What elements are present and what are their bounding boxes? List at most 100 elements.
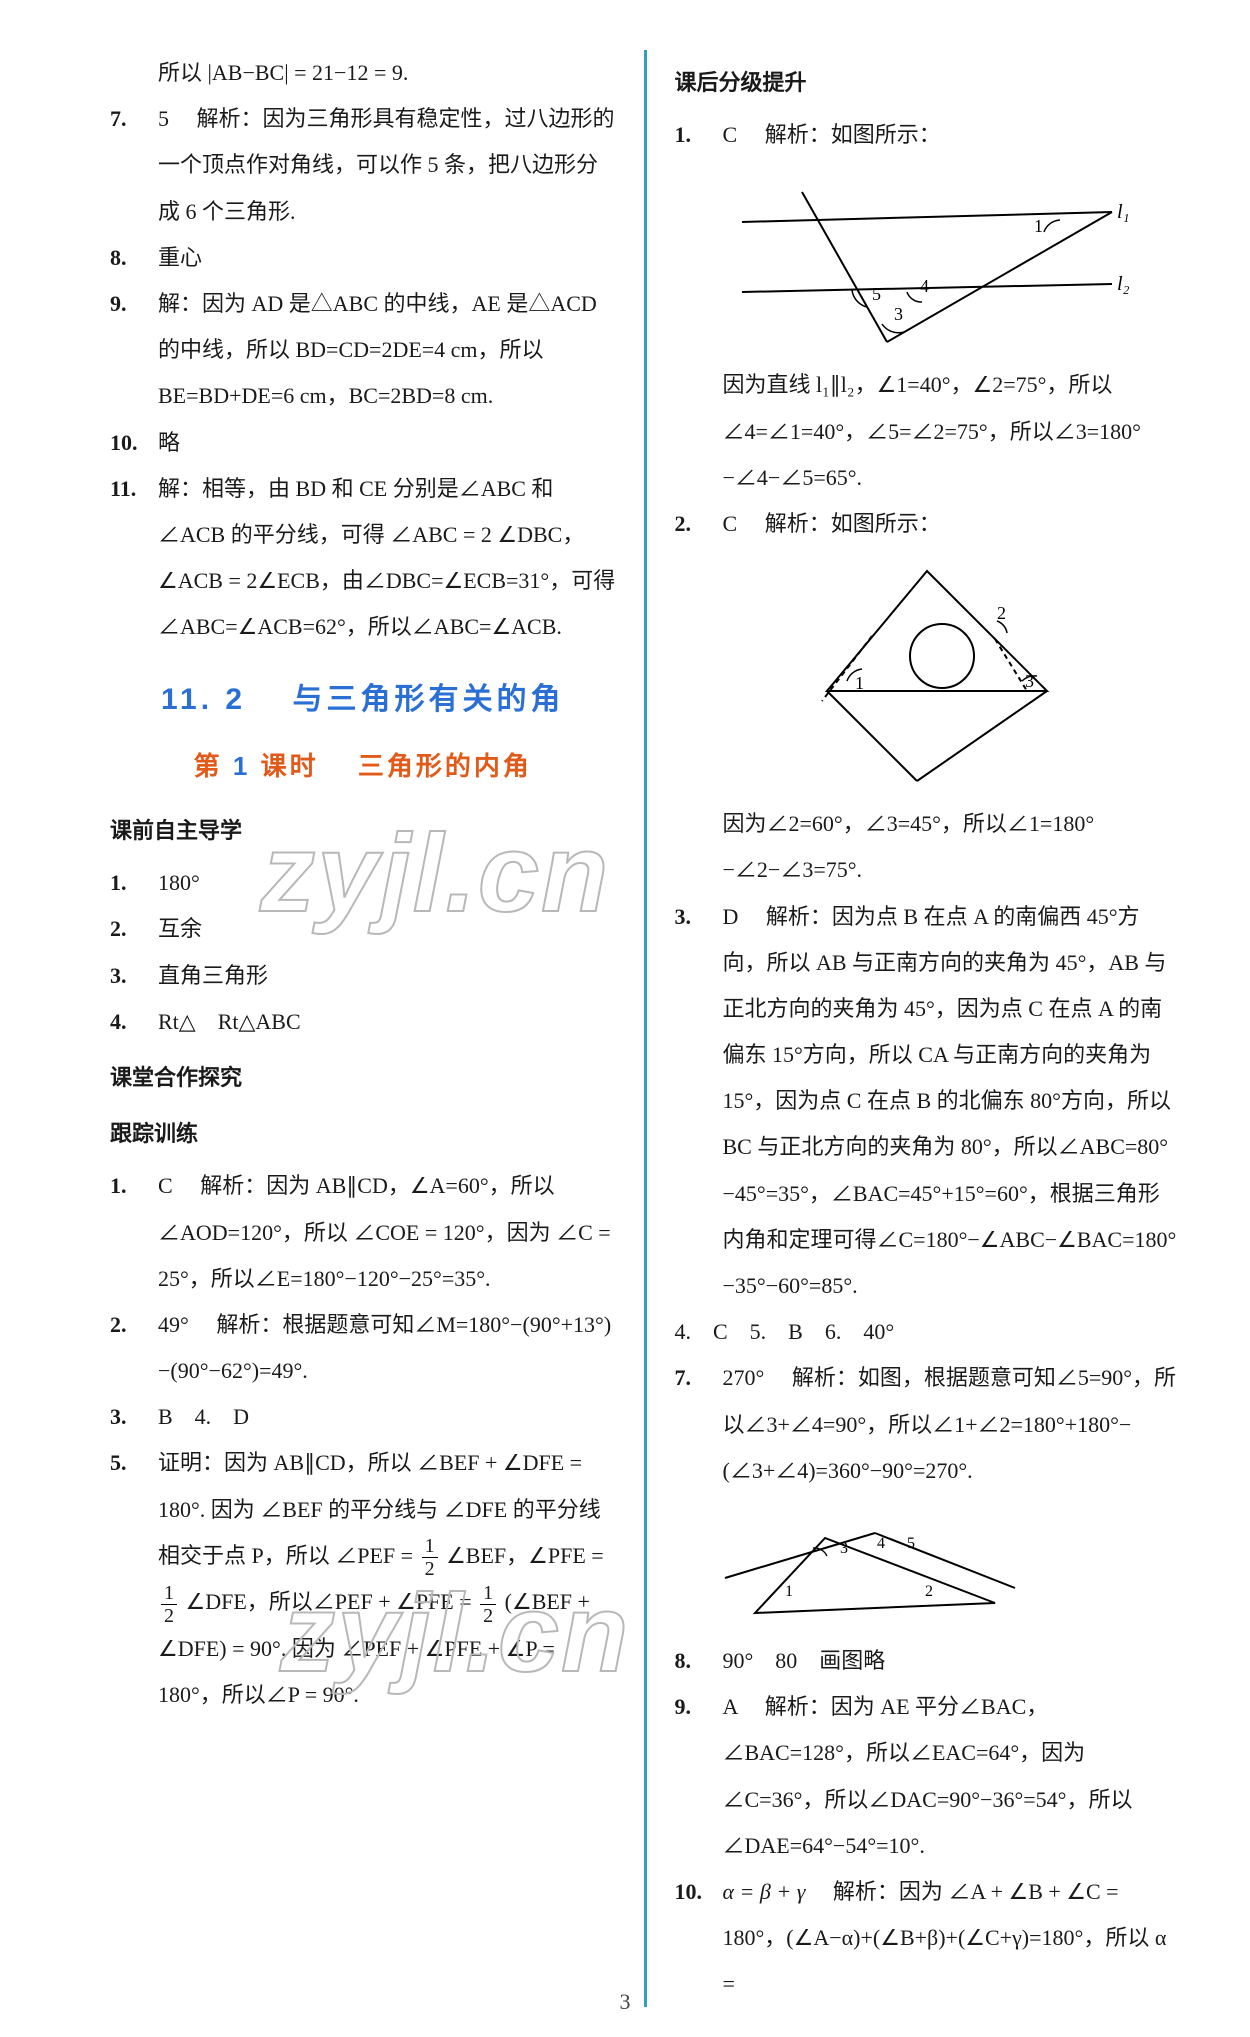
fig1-angle-4: 4 — [920, 276, 929, 296]
after-2-answer: C — [723, 511, 738, 536]
track-2-answer: 49° — [158, 1312, 189, 1337]
item-11-text: 解：相等，由 BD 和 CE 分别是∠ABC 和∠ACB 的平分线，可得 ∠AB… — [158, 466, 616, 651]
heading-classroom: 课堂合作探究 — [110, 1055, 616, 1101]
fig1-label-l1: l₁ — [1117, 201, 1130, 223]
after-7-body: 解析：如图，根据题意可知∠5=90°，所以∠3+∠4=90°，所以∠1+∠2=1… — [723, 1365, 1177, 1482]
track-2-number: 2. — [110, 1302, 158, 1394]
track-2-body: 解析：根据题意可知∠M=180°−(90°+13°)−(90°−62°)=49°… — [158, 1312, 611, 1383]
after-7-number: 7. — [675, 1355, 723, 1494]
heading-prestudy: 课前自主导学 — [110, 808, 616, 854]
after-9-answer: A — [723, 1694, 738, 1719]
after-8-text: 90° 80 画图略 — [723, 1638, 1181, 1684]
section-title: 11. 2 与三角形有关的角 — [110, 668, 616, 731]
fig3-a3: 3 — [840, 1540, 848, 1557]
section-title-num: 11. 2 — [161, 683, 246, 716]
fig3-a1: 1 — [785, 1583, 793, 1600]
track-1: 1. C 解析：因为 AB∥CD，∠A=60°，所以∠AOD=120°，所以 ∠… — [110, 1163, 616, 1302]
after-2-explain: 因为∠2=60°，∠3=45°，所以∠1=180°−∠2−∠3=75°. — [675, 801, 1181, 893]
item-11-number: 11. — [110, 466, 158, 651]
after-1-answer: C — [723, 122, 738, 147]
page: zyjl.cn zyjl.cn 所以 |AB−BC| = 21−12 = 9. … — [0, 0, 1250, 2037]
track-1-number: 1. — [110, 1163, 158, 1302]
track-3-4: 3. B 4. D — [110, 1394, 616, 1440]
section-title-text: 与三角形有关的角 — [292, 683, 564, 716]
item-8: 8. 重心 — [110, 235, 616, 281]
pre-1: 1. 180° — [110, 860, 616, 906]
item-8-text: 重心 — [158, 235, 616, 281]
page-number: 3 — [0, 1989, 1250, 2015]
fig2-angle-1: 1 — [855, 673, 864, 693]
lesson-prefix: 第 — [194, 751, 223, 781]
lesson-mid: 课时 — [261, 751, 319, 781]
figure-3: 1 2 3 4 5 — [715, 1508, 1025, 1628]
lesson-number: 1 — [233, 751, 250, 781]
after-1-body: 解析：如图所示： — [765, 122, 941, 147]
after-3: 3. D 解析：因为点 B 在点 A 的南偏西 45°方向，所以 AB 与正南方… — [675, 894, 1181, 1310]
fig1-angle-1: 1 — [1034, 216, 1043, 236]
track-3-number: 3. — [110, 1394, 158, 1440]
after-3-body: 解析：因为点 B 在点 A 的南偏西 45°方向，所以 AB 与正南方向的夹角为… — [723, 904, 1177, 1299]
track-1-answer: C — [158, 1173, 173, 1198]
frac-half-3: 12 — [480, 1583, 496, 1626]
item-11-body: 相等，由 BD 和 CE 分别是∠ABC 和∠ACB 的平分线，可得 ∠ABC … — [158, 476, 615, 640]
after-9: 9. A 解析：因为 AE 平分∠BAC，∠BAC=128°，所以∠EAC=64… — [675, 1684, 1181, 1869]
pre-3-text: 直角三角形 — [158, 953, 616, 999]
after-7-answer: 270° — [723, 1365, 765, 1390]
lesson-title: 三角形的内角 — [358, 751, 532, 781]
item-10-text: 略 — [158, 420, 616, 466]
after-8: 8. 90° 80 画图略 — [675, 1638, 1181, 1684]
pre-4-text: Rt△ Rt△ABC — [158, 999, 616, 1045]
fig1-angle-3: 3 — [894, 304, 903, 324]
after-2-text: C 解析：如图所示： — [723, 501, 1181, 547]
track-5-l3: ∠DFE，所以∠PEF + ∠PFE = — [186, 1589, 472, 1614]
after-10-text: α = β + γ 解析：因为 ∠A + ∠B + ∠C = 180°，(∠A−… — [723, 1869, 1181, 2008]
pre-2-number: 2. — [110, 906, 158, 952]
item-7-text: 5 解析：因为三角形具有稳定性，过八边形的一个顶点作对角线，可以作 5 条，把八… — [158, 96, 616, 235]
fig1-label-l2: l₂ — [1117, 273, 1130, 295]
item-7-number: 7. — [110, 96, 158, 235]
item-9: 9. 解：因为 AD 是△ABC 的中线，AE 是△ACD 的中线，所以 BD=… — [110, 281, 616, 420]
track-2-text: 49° 解析：根据题意可知∠M=180°−(90°+13°)−(90°−62°)… — [158, 1302, 616, 1394]
track-5-l2: ∠BEF，∠PFE = — [446, 1543, 604, 1568]
after-1-text: C 解析：如图所示： — [723, 112, 1181, 158]
frac-half-2: 12 — [161, 1583, 177, 1626]
after-9-body: 解析：因为 AE 平分∠BAC，∠BAC=128°，所以∠EAC=64°，因为∠… — [723, 1694, 1133, 1858]
track-5-label: 证明： — [158, 1450, 224, 1475]
after-9-number: 9. — [675, 1684, 723, 1869]
figure-2: 1 2 3 — [767, 561, 1087, 791]
track-5-number: 5. — [110, 1440, 158, 1718]
pre-4-number: 4. — [110, 999, 158, 1045]
item-7-answer: 5 — [158, 106, 169, 131]
after-1: 1. C 解析：如图所示： — [675, 112, 1181, 158]
heading-tracking: 跟踪训练 — [110, 1111, 616, 1157]
item-7: 7. 5 解析：因为三角形具有稳定性，过八边形的一个顶点作对角线，可以作 5 条… — [110, 96, 616, 235]
subsection-title: 第 1 课时 三角形的内角 — [110, 739, 616, 794]
item-10: 10. 略 — [110, 420, 616, 466]
after-7-text: 270° 解析：如图，根据题意可知∠5=90°，所以∠3+∠4=90°，所以∠1… — [723, 1355, 1181, 1494]
after-10: 10. α = β + γ 解析：因为 ∠A + ∠B + ∠C = 180°，… — [675, 1869, 1181, 2008]
item-9-number: 9. — [110, 281, 158, 420]
after-2-number: 2. — [675, 501, 723, 547]
pre-3: 3. 直角三角形 — [110, 953, 616, 999]
item-7-body: 解析：因为三角形具有稳定性，过八边形的一个顶点作对角线，可以作 5 条，把八边形… — [158, 106, 615, 223]
fig2-angle-2: 2 — [997, 603, 1006, 623]
fig3-a5: 5 — [907, 1535, 915, 1552]
two-column-layout: 所以 |AB−BC| = 21−12 = 9. 7. 5 解析：因为三角形具有稳… — [110, 50, 1180, 2007]
heading-afterclass: 课后分级提升 — [675, 60, 1181, 106]
track-5-text: 证明：因为 AB∥CD，所以 ∠BEF + ∠DFE = 180°. 因为 ∠B… — [158, 1440, 616, 1718]
item-9-text: 解：因为 AD 是△ABC 的中线，AE 是△ACD 的中线，所以 BD=CD=… — [158, 281, 616, 420]
item-9-body: 因为 AD 是△ABC 的中线，AE 是△ACD 的中线，所以 BD=CD=2D… — [158, 291, 597, 408]
fig3-a4: 4 — [877, 1535, 885, 1552]
intro-line: 所以 |AB−BC| = 21−12 = 9. — [110, 50, 616, 96]
track-2: 2. 49° 解析：根据题意可知∠M=180°−(90°+13°)−(90°−6… — [110, 1302, 616, 1394]
fig2-angle-3: 3 — [1025, 671, 1034, 691]
right-column: 课后分级提升 1. C 解析：如图所示： l₁ l₂ 1 — [647, 50, 1181, 2007]
pre-1-text: 180° — [158, 860, 616, 906]
item-11-label: 解： — [158, 476, 202, 501]
frac-half-1: 12 — [422, 1536, 438, 1579]
item-10-number: 10. — [110, 420, 158, 466]
pre-3-number: 3. — [110, 953, 158, 999]
pre-4: 4. Rt△ Rt△ABC — [110, 999, 616, 1045]
after-3-answer: D — [723, 904, 739, 929]
after-1-number: 1. — [675, 112, 723, 158]
